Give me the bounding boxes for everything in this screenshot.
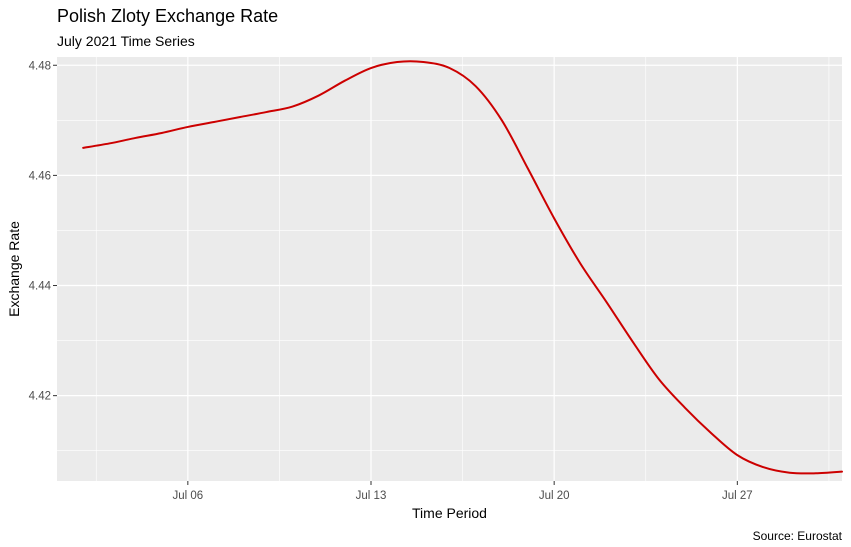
y-axis-title: Exchange Rate (6, 221, 22, 317)
y-tick-label: 4.42 (29, 391, 51, 403)
x-tick-label: Jul 27 (722, 490, 753, 502)
x-axis-title: Time Period (412, 505, 487, 521)
y-tick-label: 4.48 (29, 60, 51, 72)
y-tick-label: 4.46 (29, 170, 51, 182)
major-gridlines (57, 57, 842, 481)
exchange-rate-line (82, 60, 843, 475)
chart-title: Polish Zloty Exchange Rate (57, 6, 278, 26)
x-tick-label: Jul 13 (356, 490, 387, 502)
x-tick-label: Jul 20 (539, 490, 570, 502)
y-axis-ticks: 4.42 4.44 4.46 4.48 (29, 60, 57, 403)
x-axis-ticks: Jul 06 Jul 13 Jul 20 Jul 27 (172, 481, 753, 502)
chart-subtitle: July 2021 Time Series (57, 33, 195, 49)
source-caption: Source: Eurostat (753, 529, 843, 543)
x-tick-label: Jul 06 (172, 490, 203, 502)
y-tick-label: 4.44 (29, 281, 52, 293)
